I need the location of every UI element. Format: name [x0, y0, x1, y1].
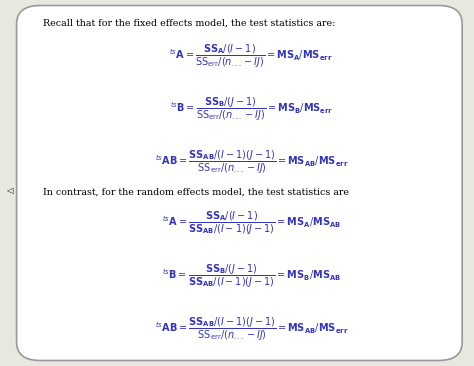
Text: ${}^{ts}\mathbf{AB} = \dfrac{\mathbf{SS_{AB}}/(I-1)(J-1)}{\mathrm{SS_{err}}/(n_{: ${}^{ts}\mathbf{AB} = \dfrac{\mathbf{SS_…	[155, 316, 348, 343]
Text: Recall that for the fixed effects model, the test statistics are:: Recall that for the fixed effects model,…	[43, 19, 335, 28]
Text: ${}^{ts}\mathbf{AB} = \dfrac{\mathbf{SS_{AB}}/(I-1)(J-1)}{\mathrm{SS_{err}}/(n_{: ${}^{ts}\mathbf{AB} = \dfrac{\mathbf{SS_…	[155, 149, 348, 176]
Text: ${}^{ts}\mathbf{B} = \dfrac{\mathbf{SS_B}/(J-1)}{\mathrm{SS_{err}}/(n_{...}-IJ)}: ${}^{ts}\mathbf{B} = \dfrac{\mathbf{SS_B…	[170, 96, 333, 123]
Text: ${}^{ts}\mathbf{A} = \dfrac{\mathbf{SS_A}/(I-1)}{\mathrm{SS_{err}}/(n_{...}-IJ)}: ${}^{ts}\mathbf{A} = \dfrac{\mathbf{SS_A…	[170, 43, 333, 70]
Text: In contrast, for the random effects model, the test statistics are: In contrast, for the random effects mode…	[43, 187, 349, 197]
Text: ${}^{ts}\mathbf{A} = \dfrac{\mathbf{SS_A}/(I-1)}{\mathbf{SS_{AB}}/(I-1)(J-1)} = : ${}^{ts}\mathbf{A} = \dfrac{\mathbf{SS_A…	[162, 210, 341, 237]
FancyBboxPatch shape	[17, 5, 462, 361]
Text: $\triangleleft$: $\triangleleft$	[6, 185, 14, 196]
Text: ${}^{ts}\mathbf{B} = \dfrac{\mathbf{SS_B}/(J-1)}{\mathbf{SS_{AB}}/(I-1)(J-1)} = : ${}^{ts}\mathbf{B} = \dfrac{\mathbf{SS_B…	[162, 263, 341, 290]
